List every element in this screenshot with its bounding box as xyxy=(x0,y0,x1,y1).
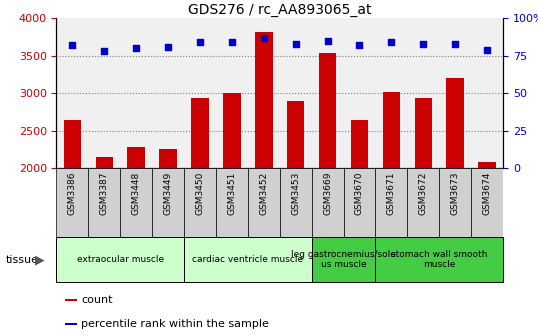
Bar xyxy=(312,168,344,237)
Text: extraocular muscle: extraocular muscle xyxy=(77,255,164,264)
Bar xyxy=(383,92,400,318)
Point xyxy=(355,43,364,48)
Bar xyxy=(312,237,376,282)
Point xyxy=(164,44,172,50)
Bar xyxy=(280,168,312,237)
Text: GSM3448: GSM3448 xyxy=(132,171,141,215)
Bar xyxy=(66,323,77,325)
Bar xyxy=(66,299,77,301)
Text: GSM3674: GSM3674 xyxy=(483,171,492,215)
Bar xyxy=(56,237,184,282)
Text: leg gastrocnemius/sole
us muscle: leg gastrocnemius/sole us muscle xyxy=(291,250,396,269)
Bar xyxy=(56,168,88,237)
Text: GSM3671: GSM3671 xyxy=(387,171,396,215)
Text: GSM3449: GSM3449 xyxy=(164,171,173,215)
Point xyxy=(100,49,109,54)
Text: GSM3673: GSM3673 xyxy=(451,171,459,215)
Point xyxy=(228,40,236,45)
Text: GSM3672: GSM3672 xyxy=(419,171,428,215)
Bar xyxy=(439,168,471,237)
Point xyxy=(259,35,268,41)
Bar xyxy=(248,168,280,237)
Text: tissue: tissue xyxy=(5,255,38,264)
Bar xyxy=(414,98,432,318)
Text: GSM3386: GSM3386 xyxy=(68,171,77,215)
Text: GSM3387: GSM3387 xyxy=(100,171,109,215)
Text: GSM3451: GSM3451 xyxy=(228,171,236,215)
Bar xyxy=(255,32,273,318)
Point xyxy=(196,40,204,45)
Point xyxy=(419,41,428,47)
Bar xyxy=(287,101,305,318)
Point xyxy=(323,38,332,44)
Bar xyxy=(184,168,216,237)
Text: GSM3453: GSM3453 xyxy=(291,171,300,215)
Bar xyxy=(96,157,113,318)
Text: GSM3452: GSM3452 xyxy=(259,171,268,215)
Text: ▶: ▶ xyxy=(35,253,45,266)
Bar xyxy=(351,120,369,318)
Bar xyxy=(471,168,503,237)
Text: count: count xyxy=(81,295,113,305)
Bar xyxy=(159,149,177,318)
Bar xyxy=(121,168,152,237)
Bar xyxy=(376,168,407,237)
Text: stomach wall smooth
muscle: stomach wall smooth muscle xyxy=(391,250,487,269)
Bar xyxy=(223,93,240,318)
Title: GDS276 / rc_AA893065_at: GDS276 / rc_AA893065_at xyxy=(188,3,372,17)
Text: cardiac ventricle muscle: cardiac ventricle muscle xyxy=(192,255,303,264)
Text: GSM3670: GSM3670 xyxy=(355,171,364,215)
Point xyxy=(292,41,300,47)
Bar xyxy=(478,162,496,318)
Text: GSM3669: GSM3669 xyxy=(323,171,332,215)
Bar xyxy=(344,168,376,237)
Bar xyxy=(319,53,336,318)
Bar xyxy=(128,147,145,318)
Bar xyxy=(447,78,464,318)
Text: percentile rank within the sample: percentile rank within the sample xyxy=(81,319,270,329)
Bar xyxy=(152,168,184,237)
Point xyxy=(132,46,140,51)
Point xyxy=(483,47,491,52)
Point xyxy=(451,41,459,47)
Bar xyxy=(191,98,209,318)
Bar xyxy=(407,168,439,237)
Point xyxy=(387,40,395,45)
Bar xyxy=(184,237,312,282)
Bar xyxy=(88,168,121,237)
Point xyxy=(68,43,77,48)
Bar xyxy=(376,237,503,282)
Text: GSM3450: GSM3450 xyxy=(195,171,204,215)
Bar xyxy=(63,120,81,318)
Bar xyxy=(216,168,248,237)
